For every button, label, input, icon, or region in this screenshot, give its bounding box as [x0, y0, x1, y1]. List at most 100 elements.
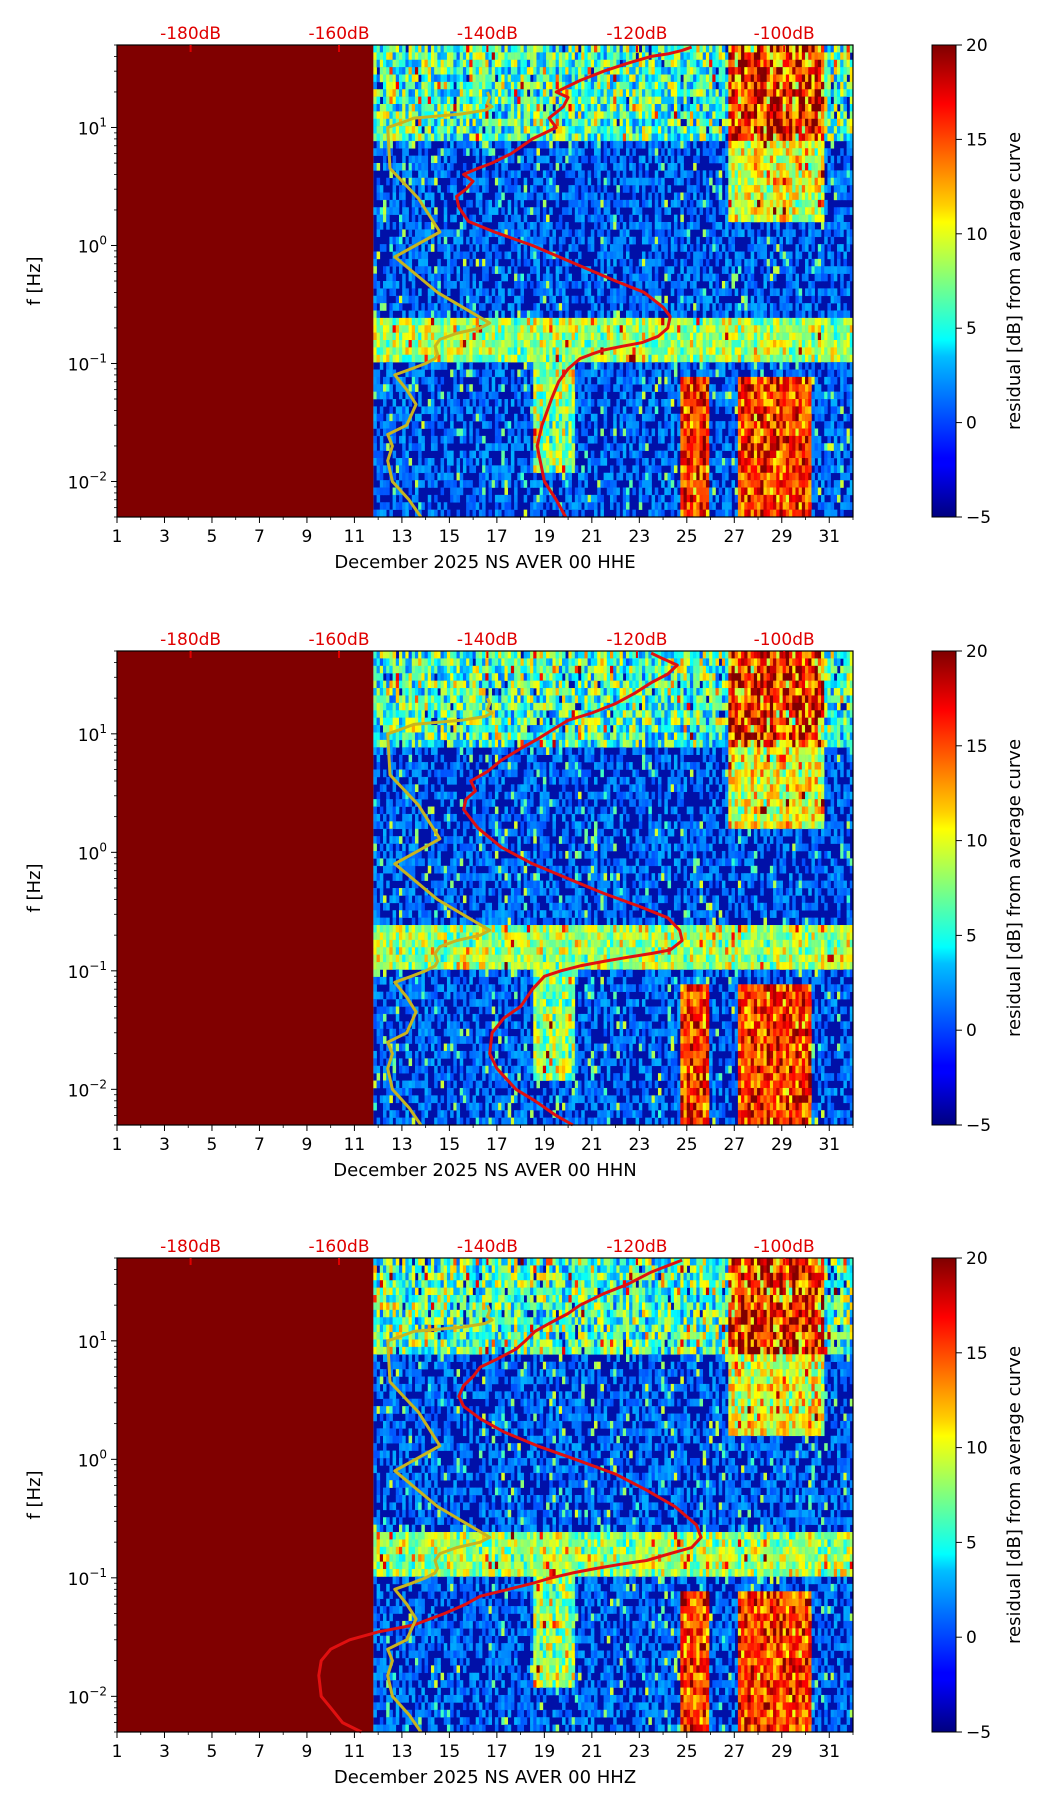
x-tick-label: 27 [723, 1135, 745, 1155]
spectrogram-panel-1: 1 3 5 7 9 11 13 15 17 19 21 23 25 27 29 3110−210−110010… [24, 24, 1025, 573]
y-tick-exponent: 1 [99, 115, 107, 129]
x-tick-label: 11 [344, 1135, 366, 1155]
y-tick-exponent: 0 [99, 233, 107, 247]
colorbar-tick-label: 10 [966, 1439, 988, 1459]
x-tick-label: 19 [534, 1742, 556, 1762]
colorbar-tick-label: 15 [966, 130, 988, 150]
x-tick-label: 31 [818, 1135, 840, 1155]
db-tick-label: -160dB [308, 24, 369, 44]
y-axis-label: f [Hz] [24, 1470, 45, 1519]
x-tick-label: 25 [676, 1742, 698, 1762]
x-tick-label: 1 [112, 527, 123, 547]
colorbar-tick-label: −5 [966, 1723, 991, 1743]
x-tick-label: 27 [723, 1742, 745, 1762]
x-tick-label: 15 [439, 1742, 461, 1762]
db-tick-label: -140dB [457, 24, 518, 44]
x-tick-label: 29 [771, 527, 793, 547]
y-tick-label: 10−2 [68, 469, 107, 493]
x-tick-label: 17 [486, 527, 508, 547]
y-tick-base: 10 [78, 726, 100, 746]
db-tick-label: -140dB [457, 1237, 518, 1257]
colorbar-tick-label: 10 [966, 225, 988, 245]
x-tick-label: 15 [439, 1135, 461, 1155]
x-axis-label: December 2025 NS AVER 00 HHN [333, 1160, 636, 1181]
y-tick-base: 10 [68, 355, 90, 375]
y-tick-base: 10 [78, 1451, 100, 1471]
db-tick-label: -100dB [754, 1237, 815, 1257]
y-tick-label: 101 [78, 722, 107, 746]
colorbar-tick-label: −5 [966, 508, 991, 528]
y-tick-base: 10 [78, 844, 100, 864]
colorbar-tick-label: 10 [966, 832, 988, 852]
y-tick-exponent: −1 [89, 351, 107, 365]
colorbar-gradient [932, 651, 956, 1125]
y-tick-label: 10−1 [68, 351, 107, 375]
y-tick-exponent: −2 [89, 469, 107, 483]
x-tick-label: 29 [771, 1135, 793, 1155]
colorbar-tick-label: 20 [966, 1249, 988, 1269]
y-tick-label: 10−1 [68, 1566, 107, 1590]
y-tick-exponent: 0 [99, 840, 107, 854]
db-tick-label: -120dB [606, 24, 667, 44]
x-tick-label: 21 [581, 527, 603, 547]
colorbar-tick-label: 5 [966, 926, 977, 946]
db-tick-label: -120dB [606, 630, 667, 650]
y-tick-base: 10 [68, 1570, 90, 1590]
colorbar-tick-label: 0 [966, 1021, 977, 1041]
colorbar-tick-label: 15 [966, 1344, 988, 1364]
colorbar-tick-label: −5 [966, 1116, 991, 1136]
y-tick-base: 10 [68, 473, 90, 493]
y-tick-base: 10 [68, 1688, 90, 1708]
y-tick-exponent: 0 [99, 1447, 107, 1461]
spectrogram-panel-3: 1 3 5 7 9 11 13 15 17 19 21 23 25 27 29 3110−210−110010… [24, 1237, 1025, 1788]
x-tick-label: 5 [207, 1742, 218, 1762]
y-tick-base: 10 [78, 1333, 100, 1353]
x-axis-label: December 2025 NS AVER 00 HHE [334, 552, 635, 573]
x-tick-label: 31 [818, 1742, 840, 1762]
x-tick-label: 13 [391, 1742, 413, 1762]
x-tick-label: 7 [254, 527, 265, 547]
db-tick-label: -160dB [308, 1237, 369, 1257]
y-axis-label: f [Hz] [24, 863, 45, 912]
x-tick-label: 1 [112, 1135, 123, 1155]
db-tick-label: -100dB [754, 24, 815, 44]
x-tick-label: 13 [391, 527, 413, 547]
y-tick-base: 10 [78, 119, 100, 139]
colorbar-gradient [932, 45, 956, 517]
x-tick-label: 31 [818, 527, 840, 547]
x-tick-label: 23 [629, 527, 651, 547]
y-tick-exponent: −1 [89, 959, 107, 973]
x-tick-label: 15 [439, 527, 461, 547]
x-tick-label: 21 [581, 1135, 603, 1155]
spectrogram-panel-2: 1 3 5 7 9 11 13 15 17 19 21 23 25 27 29 3110−210−110010… [24, 630, 1025, 1181]
db-tick-label: -180dB [160, 24, 221, 44]
db-tick-label: -180dB [160, 630, 221, 650]
colorbar-gradient [932, 1258, 956, 1732]
db-tick-label: -160dB [308, 630, 369, 650]
colorbar-tick-label: 5 [966, 319, 977, 339]
y-tick-label: 10−2 [68, 1077, 107, 1101]
x-tick-label: 3 [159, 1135, 170, 1155]
colorbar-tick-label: 0 [966, 1628, 977, 1648]
y-tick-exponent: −2 [89, 1684, 107, 1698]
y-axis-label: f [Hz] [24, 256, 45, 305]
y-tick-label: 101 [78, 115, 107, 139]
x-tick-label: 13 [391, 1135, 413, 1155]
x-tick-label: 5 [207, 527, 218, 547]
y-tick-label: 100 [78, 840, 107, 864]
y-tick-label: 10−1 [68, 959, 107, 983]
x-tick-label: 7 [254, 1742, 265, 1762]
colorbar-tick-label: 0 [966, 414, 977, 434]
y-tick-exponent: 1 [99, 722, 107, 736]
y-tick-exponent: −2 [89, 1077, 107, 1091]
x-tick-label: 3 [159, 1742, 170, 1762]
x-tick-label: 25 [676, 527, 698, 547]
saturated-region [117, 45, 373, 517]
x-tick-label: 29 [771, 1742, 793, 1762]
colorbar-tick-label: 5 [966, 1533, 977, 1553]
x-tick-label: 17 [486, 1742, 508, 1762]
y-tick-exponent: 1 [99, 1329, 107, 1343]
x-tick-label: 9 [302, 1742, 313, 1762]
